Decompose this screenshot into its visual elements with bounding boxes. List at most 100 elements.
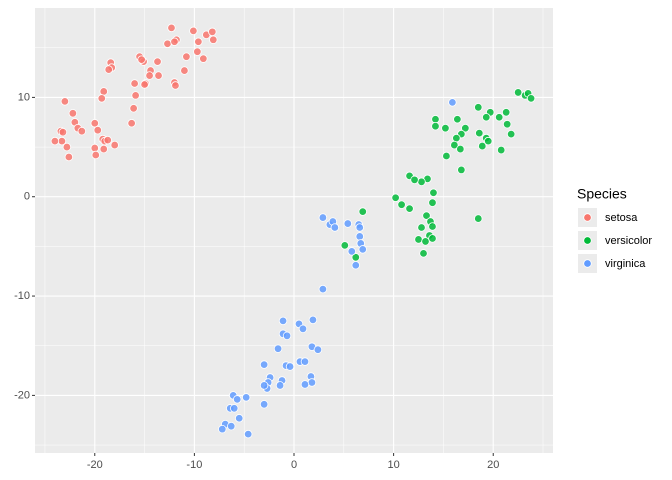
point bbox=[414, 235, 423, 244]
point bbox=[90, 119, 99, 128]
point bbox=[137, 55, 146, 64]
point bbox=[64, 152, 74, 162]
point bbox=[453, 115, 462, 124]
y-tick-label: -20 bbox=[14, 389, 30, 401]
point bbox=[97, 94, 106, 103]
point bbox=[347, 247, 356, 256]
legend-label: versicolor bbox=[605, 235, 652, 247]
point bbox=[351, 261, 360, 270]
point bbox=[478, 141, 487, 151]
point bbox=[417, 177, 426, 187]
point bbox=[171, 81, 180, 90]
legend-symbol bbox=[583, 236, 592, 245]
point bbox=[526, 94, 536, 103]
point bbox=[273, 344, 283, 353]
point bbox=[278, 316, 288, 326]
point bbox=[163, 39, 172, 48]
point bbox=[308, 315, 318, 325]
legend-title: Species bbox=[577, 186, 627, 202]
legend-symbol bbox=[583, 213, 592, 222]
point bbox=[199, 54, 208, 63]
point bbox=[300, 357, 310, 366]
point bbox=[422, 211, 431, 220]
x-tick-label: -10 bbox=[186, 459, 202, 471]
point bbox=[275, 381, 285, 390]
point bbox=[298, 324, 308, 334]
point bbox=[391, 193, 400, 202]
point bbox=[189, 26, 198, 36]
point bbox=[318, 213, 328, 222]
point bbox=[355, 223, 364, 232]
point bbox=[513, 88, 523, 97]
point bbox=[153, 57, 162, 66]
point bbox=[193, 47, 202, 56]
point bbox=[110, 140, 119, 150]
point bbox=[127, 119, 136, 128]
point bbox=[90, 143, 99, 153]
point bbox=[428, 222, 437, 231]
point bbox=[405, 204, 414, 213]
point bbox=[208, 27, 217, 37]
point bbox=[154, 71, 163, 80]
point bbox=[428, 234, 437, 243]
x-tick-label: 10 bbox=[387, 459, 399, 471]
point bbox=[131, 91, 140, 100]
point bbox=[456, 144, 465, 154]
point bbox=[502, 120, 512, 129]
point bbox=[243, 429, 253, 439]
legend-symbol bbox=[583, 259, 592, 268]
y-tick-label: -10 bbox=[14, 290, 30, 302]
point bbox=[170, 37, 179, 46]
point bbox=[60, 97, 70, 106]
point bbox=[129, 104, 138, 113]
point bbox=[241, 393, 251, 402]
point bbox=[282, 331, 292, 340]
x-tick-label: -20 bbox=[87, 459, 103, 471]
point bbox=[103, 135, 112, 145]
point bbox=[130, 79, 139, 88]
point bbox=[428, 198, 437, 207]
point bbox=[259, 381, 269, 390]
point bbox=[358, 245, 367, 254]
point bbox=[318, 284, 328, 294]
point bbox=[410, 175, 419, 185]
point bbox=[497, 145, 506, 155]
point bbox=[145, 71, 154, 80]
point bbox=[313, 345, 323, 354]
x-tick-label: 0 bbox=[291, 459, 297, 471]
point bbox=[421, 237, 430, 246]
point bbox=[343, 219, 352, 228]
point bbox=[285, 362, 295, 371]
y-tick-label: 10 bbox=[18, 91, 30, 103]
point bbox=[429, 188, 438, 197]
point bbox=[180, 66, 189, 75]
point bbox=[259, 360, 269, 369]
point bbox=[474, 103, 483, 112]
point bbox=[194, 37, 203, 46]
point bbox=[233, 395, 242, 404]
point bbox=[442, 151, 451, 161]
point bbox=[167, 23, 176, 33]
point bbox=[209, 35, 218, 44]
point bbox=[300, 380, 310, 389]
point bbox=[230, 404, 239, 413]
legend-label: virginica bbox=[605, 258, 646, 270]
point bbox=[397, 200, 406, 209]
point bbox=[235, 414, 244, 423]
point bbox=[448, 98, 457, 107]
legend-label: setosa bbox=[605, 212, 638, 224]
point bbox=[99, 144, 108, 154]
point bbox=[77, 126, 87, 136]
point bbox=[340, 241, 350, 250]
point bbox=[417, 223, 426, 232]
point bbox=[457, 165, 466, 175]
point bbox=[461, 123, 470, 133]
point bbox=[218, 424, 227, 434]
point bbox=[358, 207, 367, 216]
point bbox=[93, 125, 102, 135]
point bbox=[307, 378, 317, 387]
point bbox=[441, 123, 450, 133]
point bbox=[506, 129, 516, 139]
point bbox=[99, 87, 108, 96]
point bbox=[182, 52, 191, 61]
